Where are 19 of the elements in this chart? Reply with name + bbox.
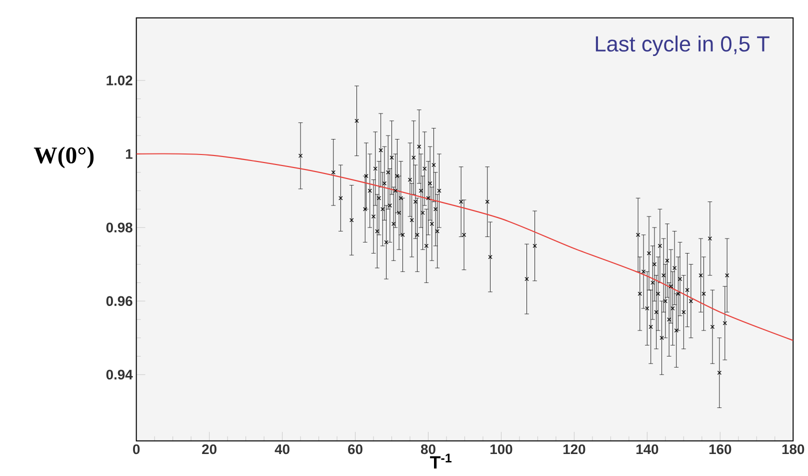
x-tick-label: 100 — [490, 444, 512, 454]
y-tick-label: 0.94 — [106, 370, 133, 380]
x-tick-label: 120 — [563, 444, 586, 454]
x-tick-label: 80 — [420, 444, 436, 454]
y-tick-label: 0.98 — [106, 222, 132, 233]
x-tick-label: 60 — [348, 444, 362, 454]
x-tick-label: 40 — [274, 444, 290, 454]
y-tick-label: 0.96 — [106, 296, 132, 306]
x-tick-label: 0 — [133, 444, 140, 454]
line-series — [136, 153, 794, 342]
x-axis-title: T$^{-1}$ — [430, 454, 452, 469]
x-tick-label: 140 — [636, 444, 658, 454]
y-tick-label: 1.02 — [106, 76, 132, 86]
text: Last cycle in 0,5 T — [596, 36, 770, 56]
x-tick-label: 180 — [782, 444, 804, 454]
x-tick-label: 160 — [709, 444, 732, 454]
y-tick-label: 1 — [126, 149, 132, 159]
x-tick-label: 20 — [202, 444, 216, 454]
y-axis-title: W(0°) — [34, 146, 94, 168]
